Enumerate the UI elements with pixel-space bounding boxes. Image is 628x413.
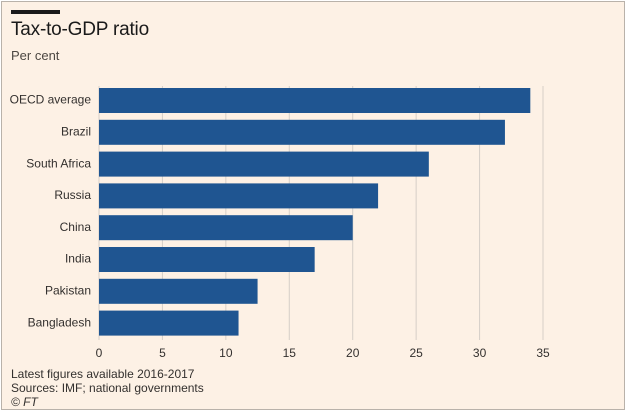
x-tick-label: 30: [473, 346, 487, 360]
bar-brazil: [99, 119, 505, 145]
category-label: South Africa: [26, 156, 91, 170]
x-tick-labels: 0 5 10 15 20 25 30 35: [96, 346, 550, 360]
bar-china: [99, 215, 353, 241]
category-label: Brazil: [61, 124, 91, 138]
x-tick-label: 20: [346, 346, 360, 360]
category-label: India: [65, 252, 91, 266]
bars: [99, 88, 531, 336]
bar-india: [99, 247, 315, 272]
title-accent-bar: [11, 10, 60, 14]
footnote-sources: Sources: IMF; national governments: [11, 381, 204, 395]
x-tick-label: 10: [219, 346, 233, 360]
x-tick-label: 0: [96, 346, 103, 360]
category-label: Russia: [54, 188, 91, 202]
category-label: Pakistan: [45, 283, 91, 297]
x-tick-label: 15: [283, 346, 297, 360]
footnote-note: Latest figures available 2016-2017: [11, 367, 195, 381]
bar-bangladesh: [99, 310, 239, 336]
chart-subtitle: Per cent: [11, 48, 60, 63]
x-tick-label: 35: [536, 346, 550, 360]
footnote-credit: © FT: [11, 395, 38, 409]
category-labels: OECD average Brazil South Africa Russia Chin…: [10, 93, 92, 330]
category-label: China: [60, 220, 92, 234]
chart-title: Tax-to-GDP ratio: [11, 19, 149, 40]
x-tick-label: 25: [409, 346, 423, 360]
bar-oecd-average: [99, 88, 531, 113]
category-label: Bangladesh: [28, 315, 91, 329]
category-label: OECD average: [10, 93, 92, 107]
x-tick-label: 5: [159, 346, 166, 360]
bar-south-africa: [99, 151, 429, 177]
bar-russia: [99, 183, 379, 209]
bar-pakistan: [99, 278, 258, 304]
